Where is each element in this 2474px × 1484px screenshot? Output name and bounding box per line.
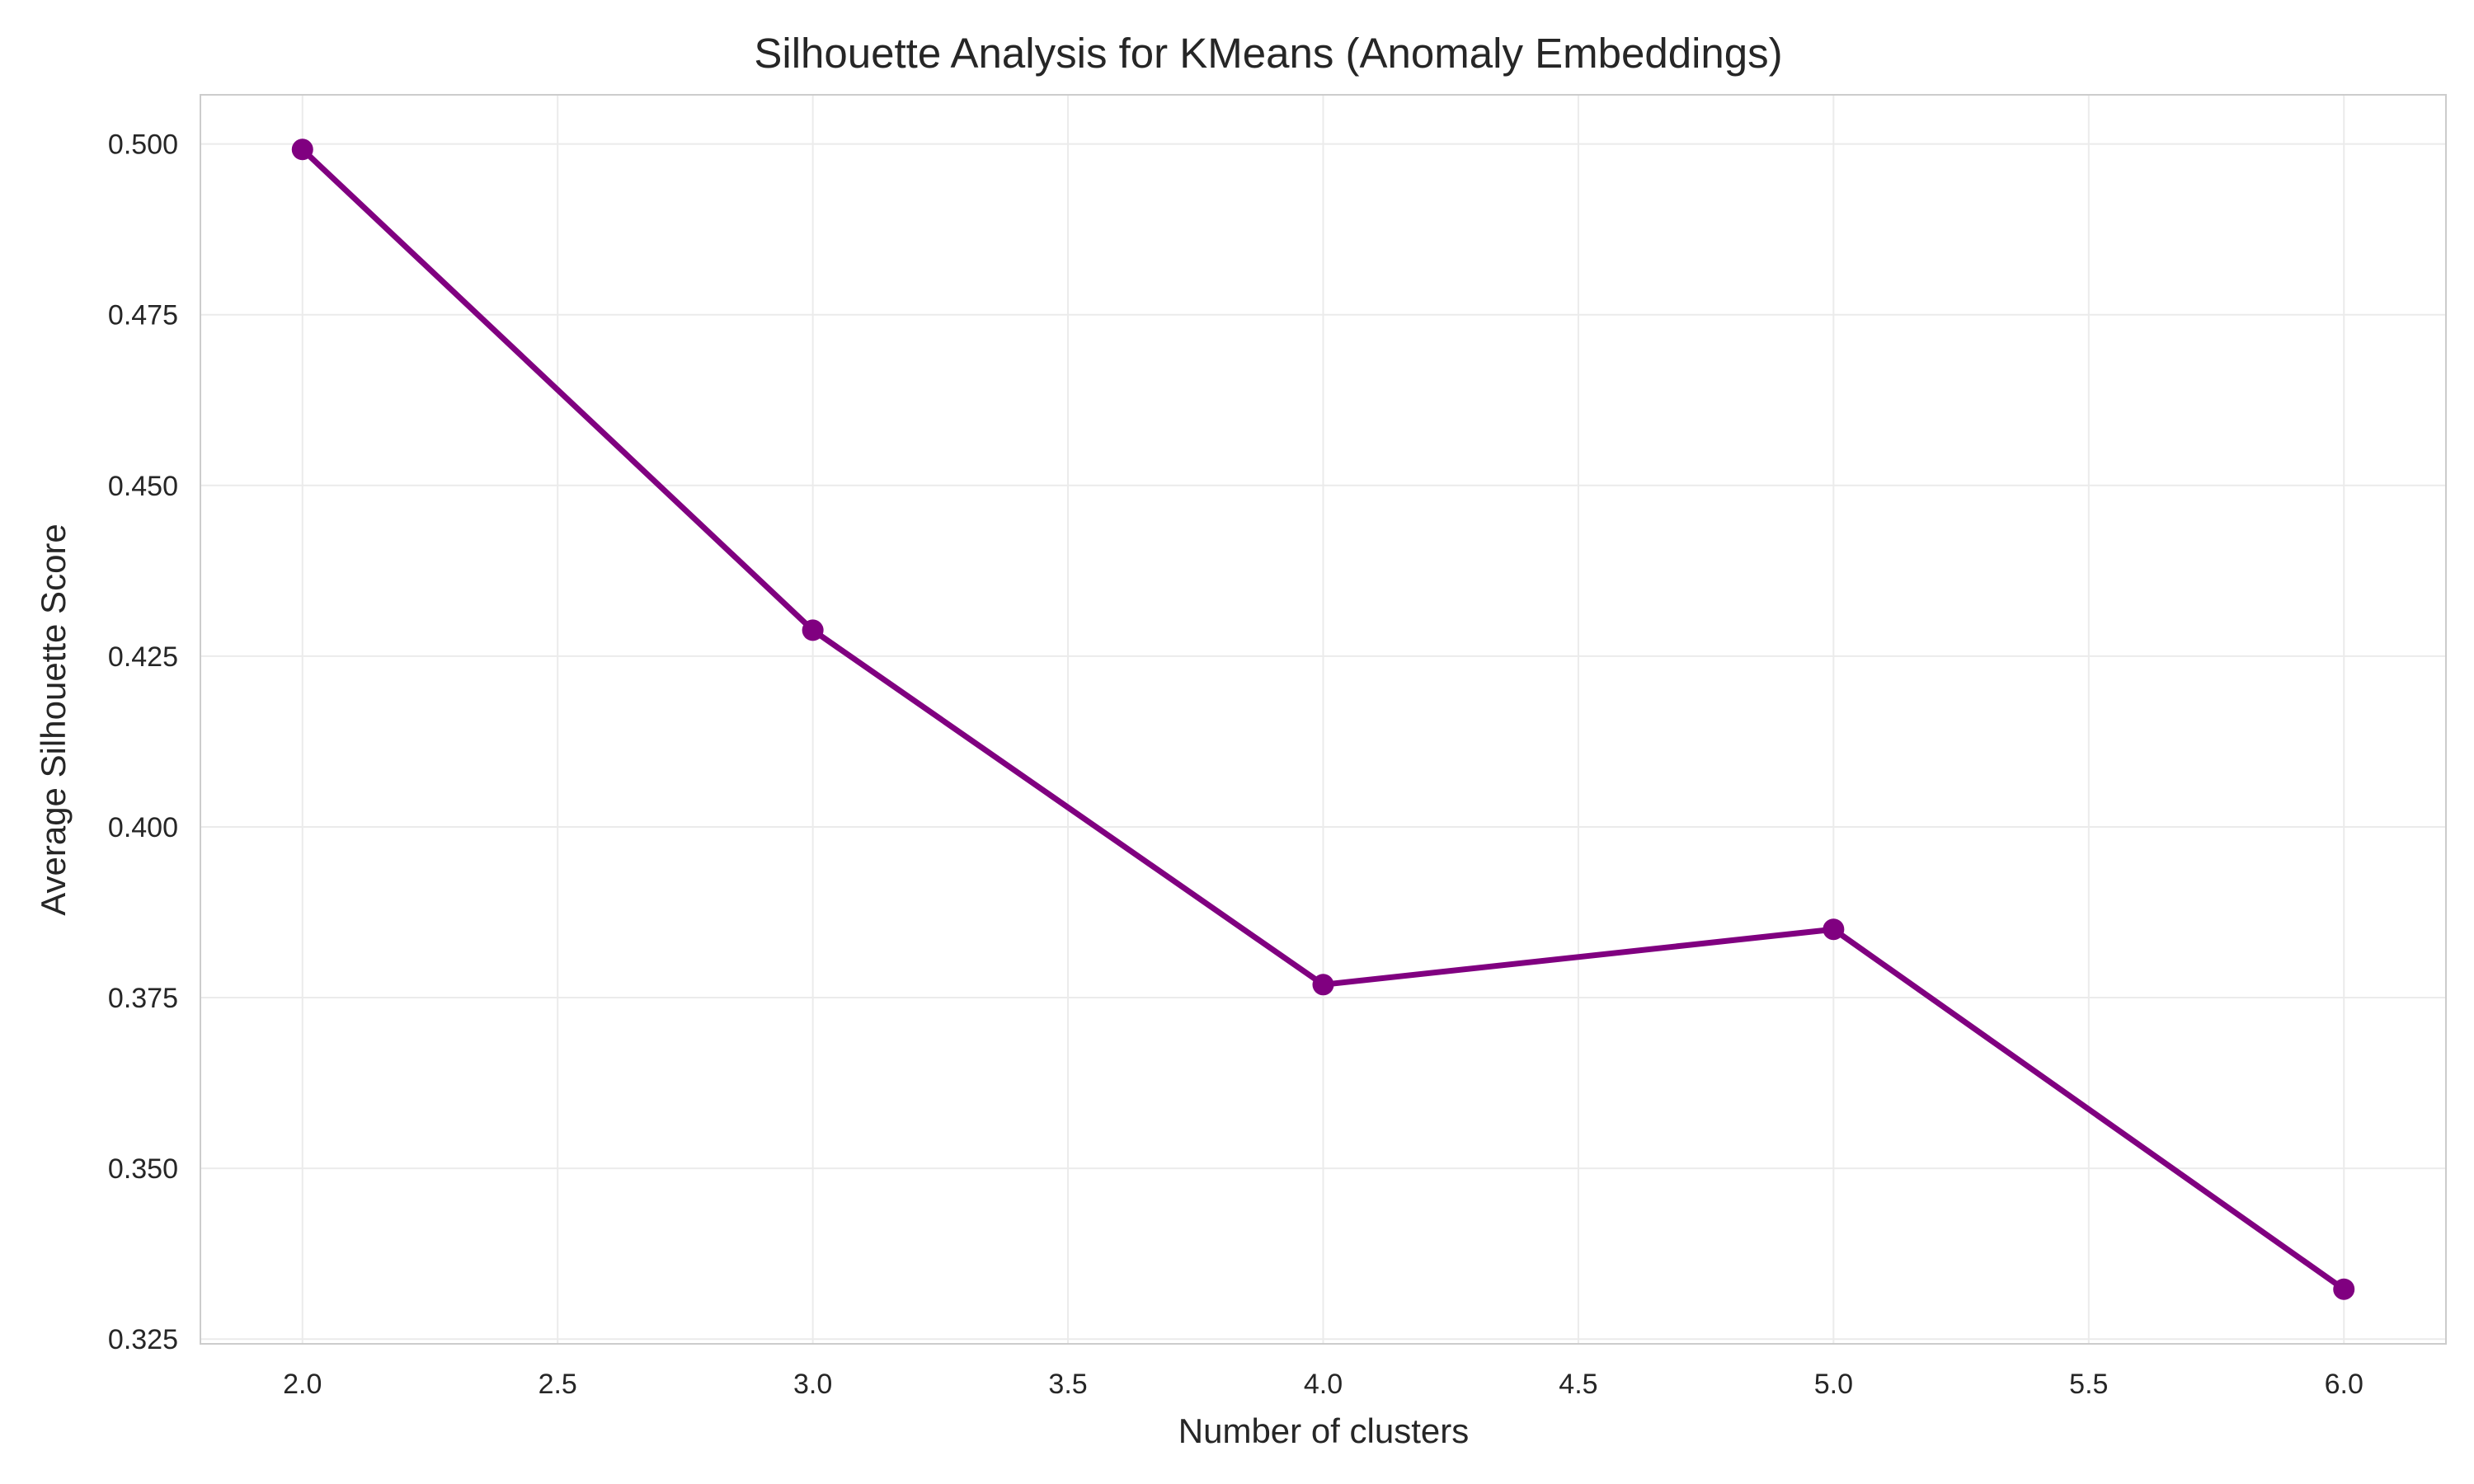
- x-tick-label: 2.0: [283, 1369, 322, 1400]
- x-tick-label: 6.0: [2325, 1369, 2363, 1400]
- x-tick-label: 4.0: [1304, 1369, 1343, 1400]
- y-tick-label: 0.475: [108, 300, 178, 331]
- grid: [200, 95, 2446, 1344]
- chart-title: Silhouette Analysis for KMeans (Anomaly …: [754, 30, 1782, 77]
- y-tick-label: 0.425: [108, 641, 178, 673]
- y-axis-label: Average Silhouette Score: [34, 524, 73, 916]
- y-tick-label: 0.400: [108, 812, 178, 843]
- y-tick-label: 0.450: [108, 471, 178, 502]
- y-tick-label: 0.500: [108, 129, 178, 161]
- data-point-marker: [291, 139, 313, 161]
- x-tick-label: 3.0: [793, 1369, 832, 1400]
- x-tick-label: 3.5: [1048, 1369, 1087, 1400]
- tick-labels: 2.0 2.5 3.0 3.5 4.0 4.5 5.0 5.5 6.0 0.325 0.350 0.3…: [108, 129, 2363, 1400]
- plot-area-frame: [200, 94, 2447, 1345]
- x-tick-label: 5.0: [1814, 1369, 1853, 1400]
- y-tick-label: 0.325: [108, 1324, 178, 1355]
- y-tick-label: 0.350: [108, 1153, 178, 1185]
- data-point-marker: [2333, 1278, 2355, 1300]
- x-tick-label: 5.5: [2069, 1369, 2108, 1400]
- x-tick-label: 4.5: [1559, 1369, 1597, 1400]
- y-tick-label: 0.375: [108, 983, 178, 1014]
- x-tick-label: 2.5: [539, 1369, 577, 1400]
- data-point-marker: [1823, 918, 1845, 941]
- data-point-marker: [802, 619, 824, 641]
- data-point-marker: [1312, 974, 1334, 996]
- series-layer: [291, 139, 2355, 1300]
- x-axis-label: Number of clusters: [1178, 1411, 1469, 1450]
